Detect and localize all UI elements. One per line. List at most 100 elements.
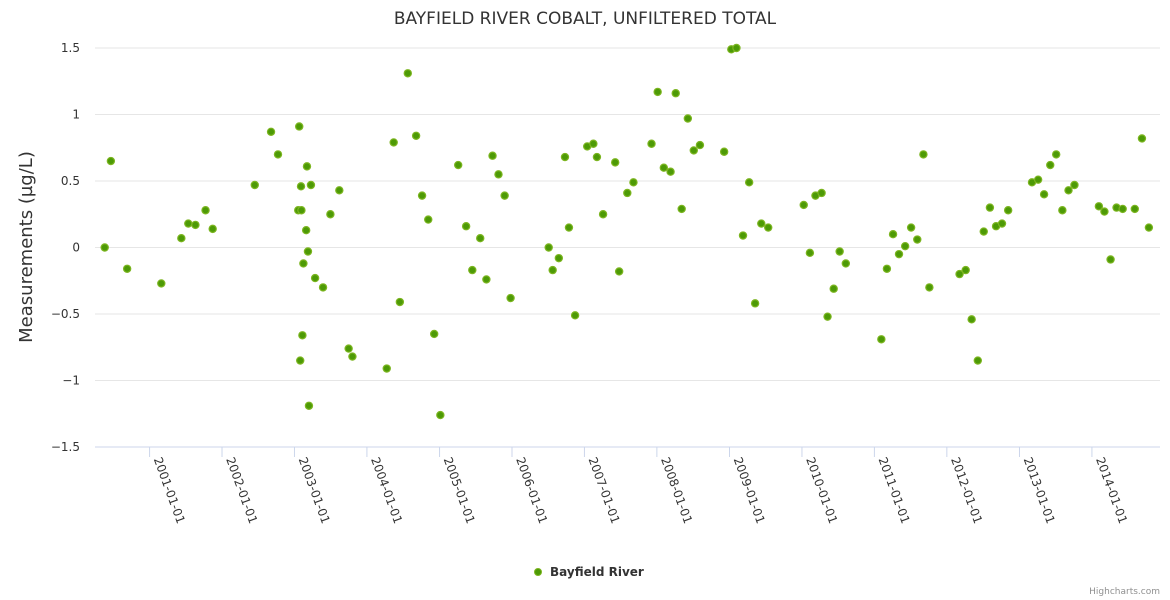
data-point[interactable] [106,156,116,166]
data-point[interactable] [829,284,838,293]
data-point[interactable] [298,331,307,340]
data-point[interactable] [961,265,970,275]
data-point[interactable] [906,223,916,232]
data-point[interactable] [900,241,910,251]
legend[interactable]: Bayfield River [534,565,644,579]
data-point[interactable] [589,139,598,148]
data-point[interactable] [548,265,557,275]
data-point[interactable] [835,247,844,256]
data-point[interactable] [973,356,983,365]
data-point[interactable] [436,410,445,420]
data-point[interactable] [191,220,200,230]
data-point[interactable] [1100,207,1109,216]
data-point[interactable] [764,223,773,232]
data-point[interactable] [671,89,680,98]
data-point[interactable] [666,167,675,176]
data-point[interactable] [344,344,353,353]
data-point[interactable] [1064,186,1073,195]
data-point[interactable] [201,206,210,215]
data-point[interactable] [506,293,515,303]
data-point[interactable] [100,243,109,252]
data-point[interactable] [157,279,166,288]
data-point[interactable] [488,151,497,160]
data-point[interactable] [967,315,976,324]
data-point[interactable] [382,364,391,373]
data-point[interactable] [888,229,898,239]
data-point[interactable] [744,178,754,187]
data-point[interactable] [719,147,729,156]
data-point[interactable] [306,180,316,190]
data-point[interactable] [659,163,669,172]
data-point[interactable] [1137,134,1147,143]
data-series[interactable] [100,43,1154,420]
data-point[interactable] [882,264,892,273]
data-point[interactable] [997,219,1007,228]
data-point[interactable] [689,146,698,155]
data-point[interactable] [303,247,313,256]
data-point[interactable] [554,253,564,263]
data-point[interactable] [544,243,553,252]
data-point[interactable] [454,160,463,170]
data-point[interactable] [348,352,357,361]
data-point[interactable] [468,265,477,275]
data-point[interactable] [757,219,766,228]
data-point[interactable] [1144,223,1154,232]
data-point[interactable] [335,186,344,195]
data-point[interactable] [302,162,312,171]
data-point[interactable] [494,170,503,179]
data-point[interactable] [683,114,693,123]
legend-item-bayfield-river[interactable]: Bayfield River [550,565,644,579]
data-point[interactable] [500,191,509,200]
data-point[interactable] [297,206,306,215]
data-point[interactable] [318,283,328,292]
data-point[interactable] [610,158,620,167]
data-point[interactable] [623,188,632,198]
data-point[interactable] [395,297,405,307]
data-point[interactable] [1033,175,1043,184]
data-point[interactable] [1130,204,1139,214]
data-point[interactable] [1070,180,1079,190]
data-point[interactable] [1094,202,1104,211]
data-point[interactable] [1046,160,1055,170]
data-point[interactable] [429,329,439,339]
data-point[interactable] [750,299,760,308]
data-point[interactable] [877,335,886,344]
data-point[interactable] [208,224,217,234]
data-point[interactable] [985,203,995,212]
data-point[interactable] [894,249,904,259]
data-point[interactable] [799,200,808,210]
data-point[interactable] [417,191,427,200]
data-point[interactable] [805,248,815,258]
credits-link[interactable]: Highcharts.com [1089,587,1160,597]
data-point[interactable] [817,188,826,198]
data-point[interactable] [301,226,311,235]
data-point[interactable] [823,312,832,321]
data-point[interactable] [925,283,934,292]
data-point[interactable] [738,231,748,240]
data-point[interactable] [1106,255,1115,264]
data-point[interactable] [403,69,412,78]
data-point[interactable] [461,222,471,231]
data-point[interactable] [913,235,922,244]
data-point[interactable] [564,223,574,232]
data-point[interactable] [1118,204,1127,214]
data-point[interactable] [629,178,638,187]
data-point[interactable] [411,131,421,140]
data-point[interactable] [732,43,741,53]
data-point[interactable] [177,233,186,243]
data-point[interactable] [647,139,656,148]
data-point[interactable] [653,87,662,97]
data-point[interactable] [570,311,580,320]
data-point[interactable] [677,204,686,214]
data-point[interactable] [1051,150,1061,159]
data-point[interactable] [295,122,304,131]
data-point[interactable] [273,150,283,159]
data-point[interactable] [614,267,624,276]
data-point[interactable] [304,401,314,410]
data-point[interactable] [560,152,570,162]
data-point[interactable] [598,210,608,219]
data-point[interactable] [122,264,132,273]
data-point[interactable] [310,273,320,283]
data-point[interactable] [326,210,335,219]
data-point[interactable] [424,215,433,224]
